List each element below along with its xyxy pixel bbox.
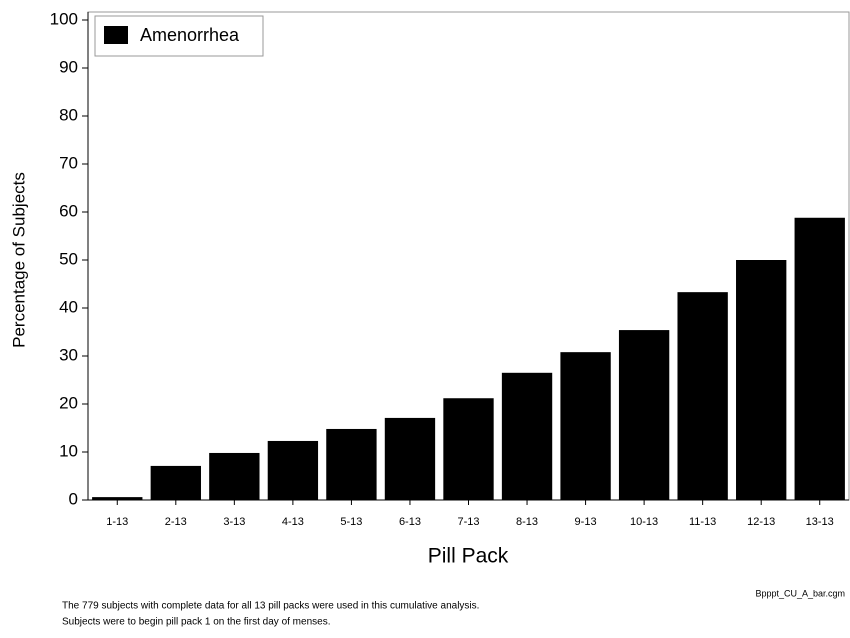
bar bbox=[384, 417, 436, 500]
bar bbox=[736, 260, 787, 500]
y-tick-label: 0 bbox=[69, 489, 78, 508]
y-tick-label: 100 bbox=[50, 9, 78, 28]
footnote: The 779 subjects with complete data for … bbox=[62, 601, 479, 612]
x-tick-label: 3-13 bbox=[223, 516, 245, 528]
x-tick-label: 4-13 bbox=[282, 516, 304, 528]
y-axis-label: Percentage of Subjects bbox=[9, 172, 28, 348]
bar bbox=[92, 497, 143, 500]
x-tick-label: 6-13 bbox=[399, 516, 421, 528]
bar bbox=[677, 292, 728, 500]
y-tick-label: 60 bbox=[59, 201, 78, 220]
bar bbox=[150, 465, 201, 500]
y-tick-label: 70 bbox=[59, 153, 78, 172]
x-axis-label: Pill Pack bbox=[428, 545, 509, 568]
y-tick-label: 20 bbox=[59, 393, 78, 412]
x-tick-label: 7-13 bbox=[457, 516, 479, 528]
bar bbox=[267, 440, 319, 500]
x-tick-label: 8-13 bbox=[516, 516, 538, 528]
x-tick-label: 5-13 bbox=[340, 516, 362, 528]
file-label: Bpppt_CU_A_bar.cgm bbox=[755, 588, 845, 598]
x-tick-label: 9-13 bbox=[575, 516, 597, 528]
bar bbox=[560, 352, 611, 500]
bar bbox=[443, 398, 494, 500]
x-tick-label: 12-13 bbox=[747, 516, 775, 528]
bar bbox=[618, 330, 670, 500]
x-tick-label: 11-13 bbox=[689, 516, 716, 528]
bar bbox=[326, 428, 377, 500]
y-tick-label: 10 bbox=[59, 441, 78, 460]
legend-box bbox=[94, 15, 264, 57]
y-tick-label: 40 bbox=[59, 297, 78, 316]
y-tick-label: 90 bbox=[59, 57, 78, 76]
footnote: Subjects were to begin pill pack 1 on th… bbox=[62, 617, 330, 628]
x-tick-label: 10-13 bbox=[630, 516, 658, 528]
bar bbox=[794, 217, 845, 500]
bar bbox=[501, 372, 553, 500]
x-tick-label: 13-13 bbox=[806, 516, 834, 528]
legend-swatch bbox=[104, 26, 128, 44]
legend-label: Amenorrhea bbox=[140, 25, 240, 45]
bar bbox=[209, 452, 260, 500]
y-tick-label: 80 bbox=[59, 105, 78, 124]
y-tick-label: 30 bbox=[59, 345, 78, 364]
x-tick-label: 2-13 bbox=[165, 516, 187, 528]
x-tick-label: 1-13 bbox=[106, 516, 128, 528]
y-tick-label: 50 bbox=[59, 249, 78, 268]
